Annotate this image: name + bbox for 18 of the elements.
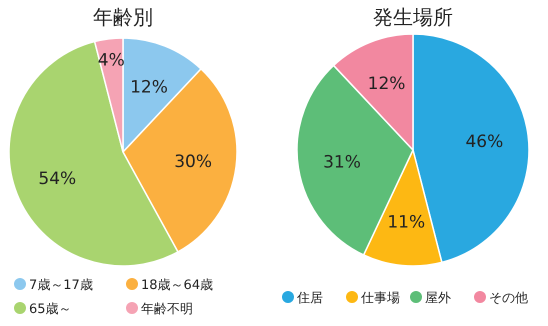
chart-title: 年齢別: [93, 5, 153, 29]
chart-title: 発生場所: [373, 5, 453, 29]
legend-label: 18歳～64歳: [141, 278, 214, 293]
data-label: 46%: [465, 132, 504, 152]
legend-label: 仕事場: [360, 291, 400, 306]
data-label: 12%: [368, 74, 406, 94]
data-label: 4%: [98, 50, 125, 70]
legend-label: 65歳～: [29, 302, 72, 317]
data-label: 12%: [130, 77, 168, 98]
legend-label: 住居: [296, 291, 323, 306]
data-label: 31%: [323, 152, 361, 172]
data-label: 54%: [38, 169, 76, 190]
legend-label: 年齢不明: [141, 302, 193, 317]
legend-label: 屋外: [425, 291, 451, 306]
legend-label: 7歳～17歳: [29, 278, 93, 293]
data-label: 11%: [387, 212, 426, 233]
legend-label: その他: [489, 291, 528, 306]
data-label: 30%: [174, 152, 212, 172]
